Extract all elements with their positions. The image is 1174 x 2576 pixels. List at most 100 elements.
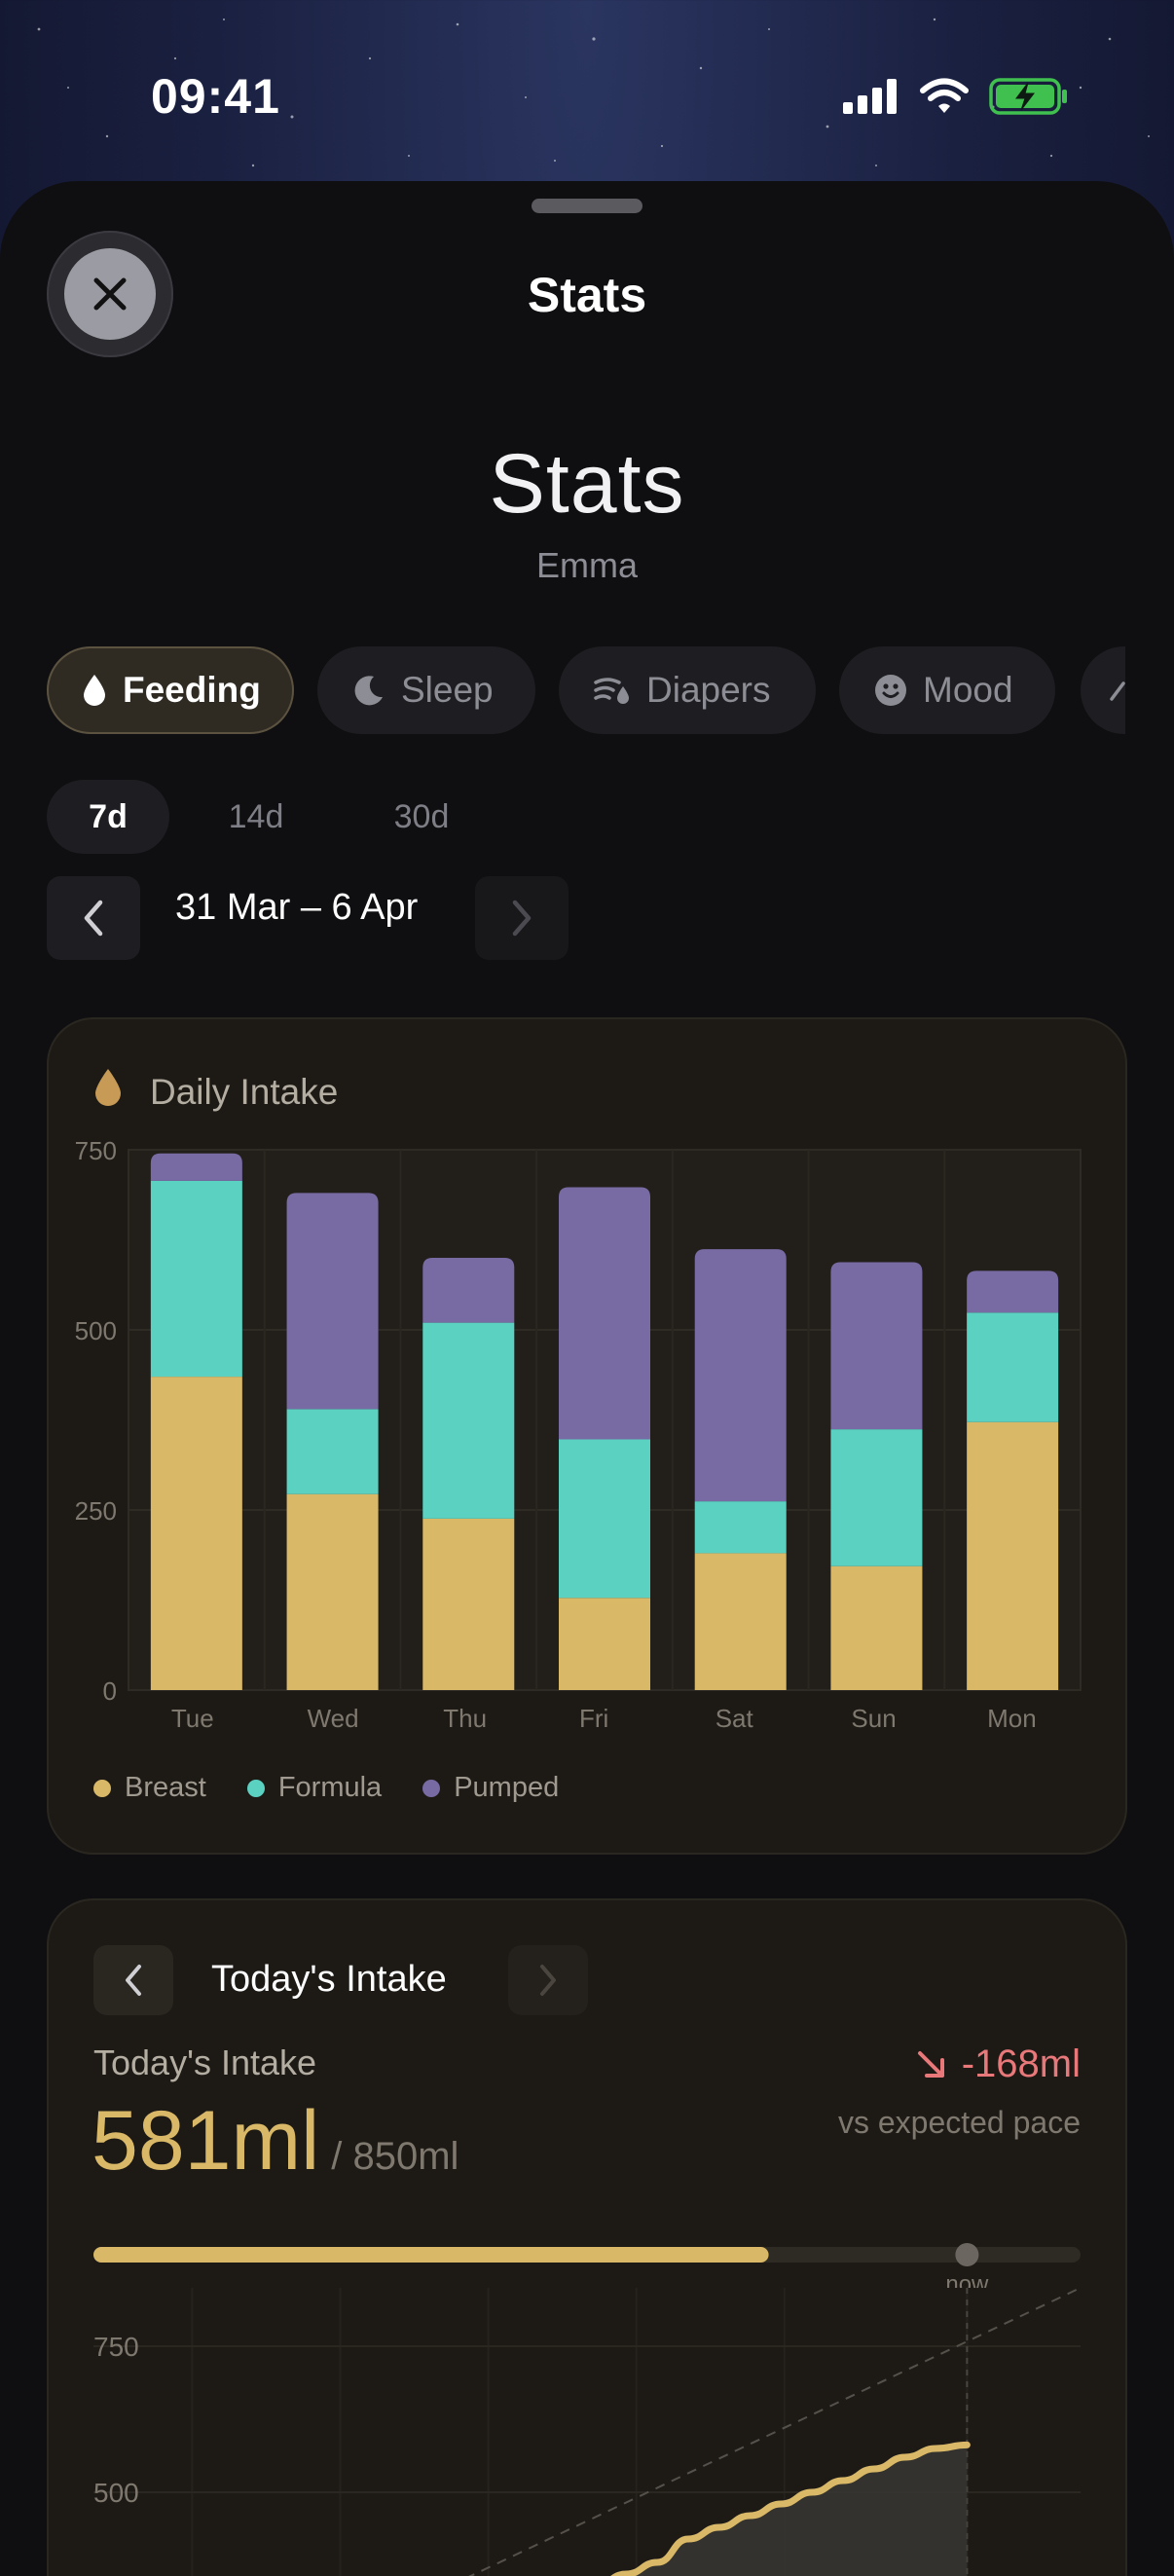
x-tick-label: Tue	[171, 1704, 214, 1733]
status-time: 09:41	[151, 69, 280, 124]
chip-sleep[interactable]: Sleep	[317, 646, 535, 734]
legend-dot	[246, 1779, 265, 1797]
intake-value: 581ml	[92, 2094, 320, 2188]
y-tick-label: 500	[75, 1316, 117, 1345]
daily-intake-card: Daily Intake 0 250 500 750 Tue Wed Thu Fri Sat Su…	[47, 1017, 1127, 1855]
todays-intake-nav-title: Today's Intake	[211, 1959, 447, 2000]
next-day-button[interactable]	[508, 1945, 588, 2015]
growth-icon	[1110, 681, 1125, 701]
daily-intake-chart: 0 250 500 750 Tue Wed Thu Fri Sat Sun Mon	[75, 1136, 1082, 1733]
chip-feeding-label: Feeding	[123, 670, 261, 710]
bar-segment-breast	[559, 1598, 650, 1690]
legend-label: Pumped	[454, 1772, 560, 1803]
bar-segment-formula	[559, 1439, 650, 1599]
x-tick-label: Sun	[851, 1704, 896, 1733]
bar-segment-formula	[694, 1501, 787, 1554]
previous-day-button[interactable]	[93, 1945, 173, 2015]
bar-segment-pumped	[830, 1262, 923, 1430]
moon-icon	[354, 676, 383, 706]
legend-label: Formula	[277, 1772, 383, 1803]
chevron-left-icon	[126, 1965, 141, 1996]
x-tick-label: Fri	[579, 1704, 608, 1733]
daily-intake-title: Daily Intake	[150, 1072, 339, 1112]
bar-segment-breast	[150, 1377, 242, 1690]
chip-diapers[interactable]: Diapers	[559, 646, 816, 734]
page-title: Stats	[489, 437, 685, 531]
now-marker	[955, 2243, 979, 2266]
status-bar: 09:41	[0, 0, 1174, 185]
bar-segment-formula	[830, 1429, 923, 1566]
close-button[interactable]	[47, 231, 173, 357]
drop-icon	[84, 675, 105, 706]
legend-item-breast: Breast	[93, 1772, 206, 1804]
pace-delta-caption: vs expected pace	[837, 2105, 1081, 2140]
sheet-grabber[interactable]	[532, 199, 642, 213]
child-name: Emma	[535, 545, 638, 585]
legend-label: Breast	[125, 1772, 206, 1803]
y-tick-label: 500	[93, 2478, 139, 2508]
y-tick-label: 750	[75, 1136, 117, 1165]
legend-item-pumped: Pumped	[422, 1772, 559, 1804]
chip-diapers-label: Diapers	[646, 670, 771, 710]
chevron-left-icon	[84, 900, 103, 937]
intake-progress: now	[93, 2243, 1081, 2288]
bar-segment-breast	[422, 1518, 515, 1690]
y-tick-label: 250	[75, 1496, 117, 1526]
chip-mood[interactable]: Mood	[839, 646, 1055, 734]
category-chips: Feeding Sleep Diapers Mood	[47, 646, 1125, 738]
x-tick-label: Mon	[987, 1704, 1037, 1733]
arrow-down-right-icon	[917, 2050, 944, 2078]
intake-target: / 850ml	[331, 2135, 459, 2178]
x-tick-label: Thu	[443, 1704, 487, 1733]
close-button-inner	[64, 248, 156, 340]
bar-segment-pumped	[967, 1270, 1059, 1313]
battery-charging-icon	[989, 78, 1067, 115]
chip-mood-label: Mood	[923, 670, 1013, 710]
todays-intake-card: Today's Intake Today's Intake 581ml / 85…	[47, 1898, 1127, 2576]
x-tick-label: Wed	[308, 1704, 359, 1733]
intake-line	[610, 2441, 971, 2576]
chevron-right-icon	[540, 1965, 556, 1996]
bar-segment-formula	[422, 1322, 515, 1519]
range-7d[interactable]: 7d	[47, 780, 169, 854]
chart-legend: Breast Formula Pumped	[93, 1772, 600, 1804]
bar-segment-breast	[286, 1493, 379, 1690]
bar-segment-breast	[694, 1553, 787, 1690]
range-14d[interactable]: 14d	[228, 797, 284, 835]
bar-segment-pumped	[694, 1249, 787, 1502]
x-tick-label: Sat	[715, 1704, 754, 1733]
bar-segment-breast	[830, 1565, 923, 1690]
wifi-icon	[920, 78, 969, 113]
next-period-button[interactable]	[475, 876, 569, 960]
chevron-right-icon	[512, 900, 532, 937]
stats-sheet: Stats Stats Emma Feeding Sleep Diapers	[0, 181, 1174, 2576]
progress-fill	[93, 2247, 769, 2263]
range-30d[interactable]: 30d	[393, 797, 450, 835]
chip-sleep-label: Sleep	[401, 670, 494, 710]
bar-segment-pumped	[422, 1258, 515, 1323]
pace-delta: -168ml	[915, 2042, 1081, 2086]
nav-title: Stats	[527, 268, 647, 322]
bar-segment-pumped	[559, 1187, 650, 1440]
xmark-icon	[93, 277, 127, 311]
diaper-icon	[594, 678, 629, 704]
intraday-intake-chart: 500 750	[93, 2288, 1082, 2576]
legend-item-formula: Formula	[246, 1772, 383, 1804]
y-tick-label: 0	[103, 1676, 117, 1706]
y-tick-label: 750	[93, 2332, 139, 2362]
bar-segment-formula	[150, 1180, 242, 1378]
legend-dot	[93, 1779, 111, 1797]
status-icons	[843, 72, 1069, 121]
starry-background	[37, 18, 1150, 167]
todays-intake-label: Today's Intake	[93, 2042, 317, 2082]
now-label: now	[945, 2271, 989, 2288]
bar-segment-formula	[967, 1312, 1059, 1422]
bar-segment-pumped	[150, 1153, 242, 1181]
bar-segment-breast	[967, 1421, 1059, 1690]
chip-feeding[interactable]: Feeding	[47, 646, 294, 734]
bar-segment-pumped	[286, 1193, 379, 1410]
chip-more[interactable]	[1081, 646, 1125, 734]
previous-period-button[interactable]	[47, 876, 140, 960]
expected-pace-line	[468, 2288, 1082, 2576]
legend-dot	[422, 1779, 441, 1797]
